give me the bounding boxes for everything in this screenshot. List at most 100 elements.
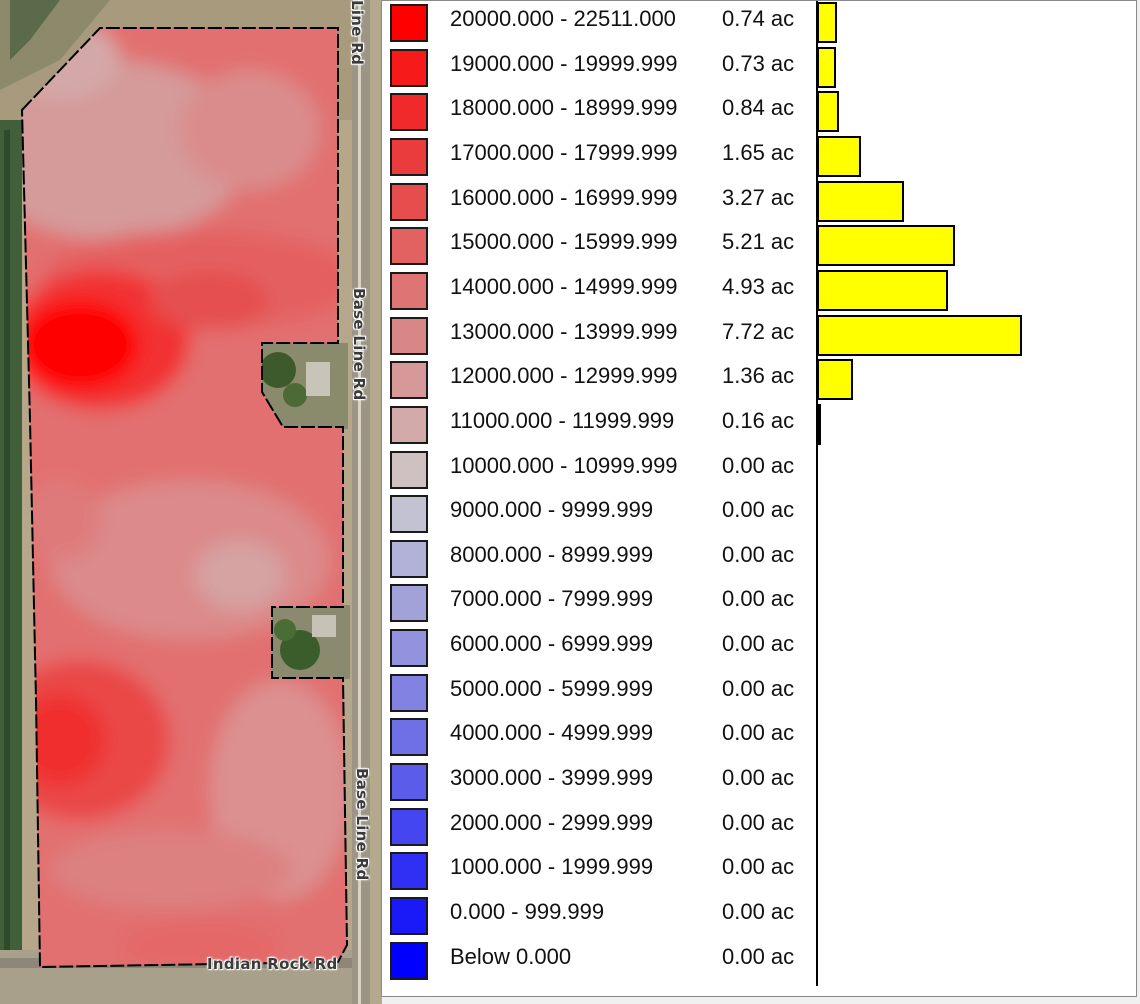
legend-swatch[interactable]	[390, 941, 428, 980]
legend-swatch[interactable]	[390, 405, 428, 444]
legend-range-label: 1000.000 - 1999.999	[450, 854, 654, 880]
legend-area-label: 0.00 ac	[722, 765, 795, 791]
legend-range-label: 19000.000 - 19999.999	[450, 50, 678, 76]
legend-row: 15000.000 - 15999.999 5.21 ac	[382, 224, 1136, 268]
legend-row: 11000.000 - 11999.999 0.16 ac	[382, 403, 1136, 447]
legend-row: 16000.000 - 16999.999 3.27 ac	[382, 180, 1136, 224]
legend-row: 9000.000 - 9999.999 0.00 ac	[382, 492, 1136, 536]
legend-row: 20000.000 - 22511.000 0.74 ac	[382, 1, 1136, 45]
legend-area-label: 0.00 ac	[722, 943, 795, 969]
legend-range-label: 10000.000 - 10999.999	[450, 452, 678, 478]
legend-swatch[interactable]	[390, 495, 428, 534]
legend-range-label: 9000.000 - 9999.999	[450, 497, 654, 523]
legend-area-label: 0.00 ac	[722, 854, 795, 880]
legend-range-label: 20000.000 - 22511.000	[450, 6, 676, 31]
legend-area-label: 0.00 ac	[722, 497, 795, 523]
legend-area-label: 0.84 ac	[722, 95, 795, 121]
legend-area-label: 0.00 ac	[722, 809, 795, 835]
legend-area-label: 0.00 ac	[722, 631, 795, 657]
legend-area-label: 7.72 ac	[722, 318, 795, 344]
legend-range-label: 13000.000 - 13999.999	[450, 318, 678, 344]
legend-row: Below 0.000 0.00 ac	[382, 939, 1136, 983]
legend-row: 3000.000 - 3999.999 0.00 ac	[382, 760, 1136, 804]
legend-range-label: 17000.000 - 17999.999	[450, 139, 678, 165]
legend-area-label: 0.73 ac	[722, 50, 795, 76]
histogram-bar	[817, 403, 821, 445]
legend-range-label: 12000.000 - 12999.999	[450, 363, 678, 389]
legend-row: 2000.000 - 2999.999 0.00 ac	[382, 805, 1136, 849]
histogram-bar	[817, 225, 955, 267]
legend-swatch[interactable]	[390, 271, 428, 310]
legend-row: 10000.000 - 10999.999 0.00 ac	[382, 448, 1136, 492]
legend-area-label: 0.00 ac	[722, 899, 795, 924]
legend-area-label: 0.00 ac	[722, 452, 795, 478]
legend-row: 7000.000 - 7999.999 0.00 ac	[382, 581, 1136, 625]
legend-row: 19000.000 - 19999.999 0.73 ac	[382, 46, 1136, 90]
legend-range-label: 7000.000 - 7999.999	[450, 586, 654, 612]
histogram-bar	[817, 180, 904, 222]
legend-row: 12000.000 - 12999.999 1.36 ac	[382, 358, 1136, 402]
legend-swatch[interactable]	[390, 227, 428, 266]
legend-swatch[interactable]	[390, 718, 428, 757]
legend-swatch[interactable]	[390, 316, 428, 355]
legend-range-label: 2000.000 - 2999.999	[450, 809, 654, 835]
legend-range-label: 4000.000 - 4999.999	[450, 720, 654, 746]
legend-row: 8000.000 - 8999.999 0.00 ac	[382, 537, 1136, 581]
legend-swatch[interactable]	[390, 807, 428, 846]
legend-swatch[interactable]	[390, 182, 428, 221]
legend-range-label: 6000.000 - 6999.999	[450, 631, 654, 657]
legend-area-label: 4.93 ac	[722, 273, 795, 299]
map-canvas	[0, 0, 382, 1004]
legend-area-label: 0.00 ac	[722, 586, 795, 612]
histogram-bar	[817, 91, 839, 133]
legend-area-label: 0.00 ac	[722, 541, 795, 567]
legend-range-label: 8000.000 - 8999.999	[450, 541, 654, 567]
legend-range-label: 15000.000 - 15999.999	[450, 229, 678, 255]
road-label-base-line-rd: Base Line Rd	[350, 288, 368, 401]
legend-swatch[interactable]	[390, 584, 428, 623]
legend-area-label: 0.00 ac	[722, 675, 795, 701]
legend-row: 1000.000 - 1999.999 0.00 ac	[382, 849, 1136, 893]
legend-swatch[interactable]	[390, 629, 428, 668]
legend-area-label: 1.65 ac	[722, 139, 795, 165]
road-label-line-rd: Line Rd	[348, 0, 366, 66]
legend-row: 0.000 - 999.999 0.00 ac	[382, 894, 1136, 938]
legend-row: 17000.000 - 17999.999 1.65 ac	[382, 135, 1136, 179]
legend-swatch[interactable]	[390, 539, 428, 578]
histogram-bar	[817, 314, 1022, 356]
legend-swatch[interactable]	[390, 852, 428, 891]
legend-swatch[interactable]	[390, 897, 428, 935]
histogram-bar	[817, 2, 837, 43]
legend-range-label: 3000.000 - 3999.999	[450, 765, 654, 791]
histogram-bar	[817, 46, 836, 88]
histogram-bar	[817, 135, 861, 177]
legend-swatch[interactable]	[390, 763, 428, 802]
legend-range-label: 18000.000 - 18999.999	[450, 95, 678, 121]
field-boundary	[20, 27, 349, 969]
legend-swatch[interactable]	[390, 93, 428, 132]
legend-area-label: 5.21 ac	[722, 229, 795, 255]
legend-swatch[interactable]	[390, 48, 428, 87]
legend-swatch[interactable]	[390, 137, 428, 176]
road-label-base-line-rd-south: Base Line Rd	[353, 768, 371, 881]
legend-swatch[interactable]	[390, 673, 428, 712]
legend-row: 4000.000 - 4999.999 0.00 ac	[382, 715, 1136, 759]
legend-area-label: 0.74 ac	[722, 6, 795, 31]
histogram-bar	[817, 269, 948, 311]
legend-swatch[interactable]	[390, 361, 428, 400]
legend-row: 13000.000 - 13999.999 7.72 ac	[382, 314, 1136, 358]
road-label-indian-rock-rd: Indian Rock Rd	[207, 955, 338, 973]
legend-range-label: 14000.000 - 14999.999	[450, 273, 678, 299]
legend-row: 14000.000 - 14999.999 4.93 ac	[382, 269, 1136, 313]
histogram-bar	[817, 359, 853, 401]
yield-map[interactable]: Line Rd Base Line Rd Base Line Rd Indian…	[0, 0, 382, 1004]
legend-swatch[interactable]	[390, 4, 428, 42]
legend-range-label: 0.000 - 999.999	[450, 899, 605, 924]
legend-range-label: 11000.000 - 11999.999	[450, 407, 675, 433]
legend-swatch[interactable]	[390, 450, 428, 489]
legend-range-label: 5000.000 - 5999.999	[450, 675, 654, 701]
legend-area-label: 1.36 ac	[722, 363, 795, 389]
legend-area-label: 0.00 ac	[722, 720, 795, 746]
legend-area-label: 3.27 ac	[722, 184, 795, 210]
legend-row: 18000.000 - 18999.999 0.84 ac	[382, 90, 1136, 134]
